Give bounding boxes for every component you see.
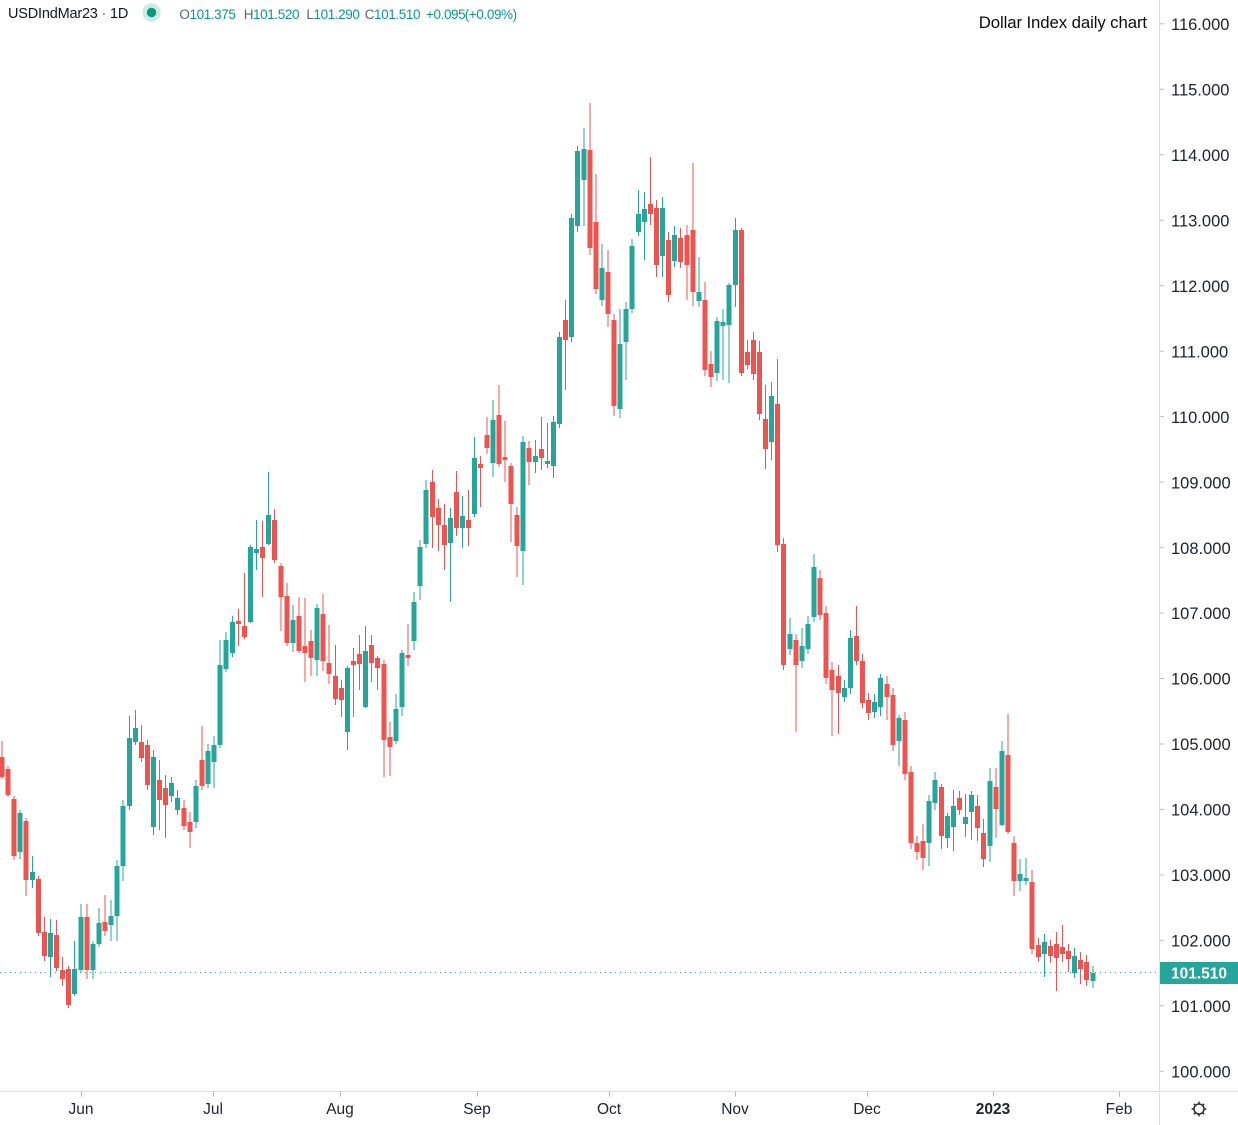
- svg-text:100.000: 100.000: [1171, 1064, 1231, 1082]
- svg-text:Nov: Nov: [721, 1101, 749, 1118]
- svg-text:109.000: 109.000: [1171, 474, 1231, 492]
- svg-text:Jun: Jun: [69, 1101, 94, 1118]
- svg-text:2023: 2023: [976, 1101, 1011, 1118]
- svg-text:103.000: 103.000: [1171, 867, 1231, 885]
- svg-text:O101.375: O101.375: [179, 7, 235, 22]
- svg-text:111.000: 111.000: [1171, 343, 1228, 361]
- svg-text:115.000: 115.000: [1171, 82, 1229, 100]
- svg-text:106.000: 106.000: [1171, 671, 1231, 689]
- svg-text:107.000: 107.000: [1171, 605, 1231, 623]
- svg-text:(+0.09%): (+0.09%): [465, 7, 517, 22]
- svg-text:116.000: 116.000: [1171, 16, 1229, 34]
- svg-text:Feb: Feb: [1106, 1101, 1133, 1118]
- svg-text:104.000: 104.000: [1171, 802, 1231, 820]
- svg-text:113.000: 113.000: [1171, 212, 1229, 230]
- svg-text:101.510: 101.510: [1171, 966, 1227, 983]
- svg-text:110.000: 110.000: [1171, 409, 1229, 427]
- svg-text:Aug: Aug: [326, 1101, 354, 1118]
- svg-text:Jul: Jul: [203, 1101, 223, 1118]
- svg-text:L101.290: L101.290: [306, 7, 359, 22]
- svg-text:105.000: 105.000: [1171, 736, 1231, 754]
- svg-text:+0.095: +0.095: [426, 7, 465, 22]
- svg-text:102.000: 102.000: [1171, 933, 1231, 951]
- svg-text:112.000: 112.000: [1171, 278, 1229, 296]
- svg-text:Dollar Index daily chart: Dollar Index daily chart: [979, 13, 1148, 32]
- svg-text:101.000: 101.000: [1171, 998, 1231, 1016]
- svg-text:108.000: 108.000: [1171, 540, 1231, 558]
- svg-text:H101.520: H101.520: [244, 7, 299, 22]
- svg-text:114.000: 114.000: [1171, 147, 1229, 165]
- svg-text:Oct: Oct: [597, 1101, 622, 1118]
- svg-text:USDIndMar23 · 1D: USDIndMar23 · 1D: [8, 6, 128, 22]
- svg-text:C101.510: C101.510: [365, 7, 420, 22]
- svg-text:Dec: Dec: [853, 1101, 881, 1118]
- svg-text:Sep: Sep: [463, 1101, 491, 1118]
